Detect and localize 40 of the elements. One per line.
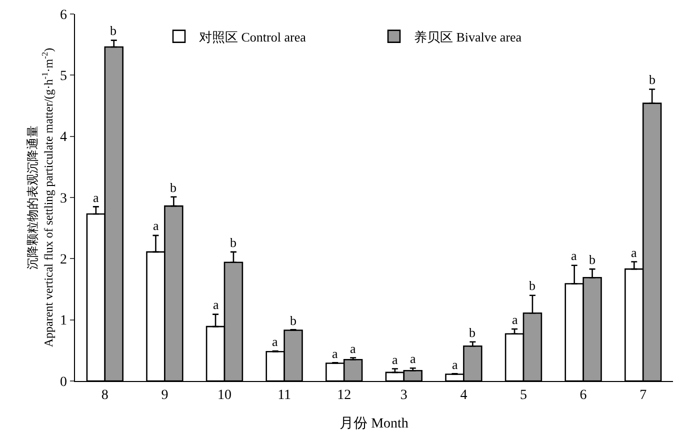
data-label: a — [571, 248, 577, 263]
data-label: b — [469, 325, 476, 340]
x-tick-label: 5 — [520, 388, 527, 403]
data-label: a — [350, 341, 356, 356]
y-tick-label: 6 — [60, 8, 68, 23]
y-tick-label: 1 — [60, 314, 68, 329]
data-label: b — [529, 278, 536, 293]
data-label: a — [392, 352, 398, 367]
x-axis-title: 月份 Month — [340, 415, 408, 432]
data-label: a — [410, 351, 416, 366]
x-tick-label: 3 — [400, 388, 408, 403]
data-label: a — [213, 297, 219, 312]
x-tick-label: 10 — [218, 388, 232, 403]
data-label: b — [230, 235, 236, 250]
x-tick-label: 8 — [101, 388, 108, 403]
y-tick-label: 5 — [60, 69, 68, 84]
legend-label: 养贝区 Bivalve area — [414, 29, 522, 44]
data-label: a — [452, 357, 458, 372]
y-tick-label: 2 — [60, 252, 68, 268]
data-label: b — [110, 23, 116, 38]
data-label: b — [290, 313, 296, 328]
x-tick-label: 6 — [580, 388, 587, 403]
data-label: a — [512, 312, 518, 327]
x-tick-label: 7 — [640, 388, 647, 403]
data-label: a — [272, 334, 278, 349]
x-tick-label: 11 — [278, 388, 292, 403]
x-tick-label: 9 — [161, 388, 168, 403]
x-tick-label: 4 — [460, 388, 468, 403]
data-label: a — [153, 218, 159, 233]
x-tick-label: 12 — [337, 388, 352, 403]
data-label: a — [93, 190, 99, 205]
data-label: b — [589, 252, 596, 267]
legend-label: 对照区 Control area — [199, 29, 306, 44]
data-label: a — [631, 245, 637, 260]
data-label: a — [332, 346, 338, 361]
y-tick-label: 3 — [60, 191, 68, 206]
data-label: b — [170, 180, 176, 195]
y-tick-label: 0 — [60, 374, 68, 390]
y-tick-label: 4 — [60, 130, 68, 146]
data-label: b — [649, 72, 656, 87]
